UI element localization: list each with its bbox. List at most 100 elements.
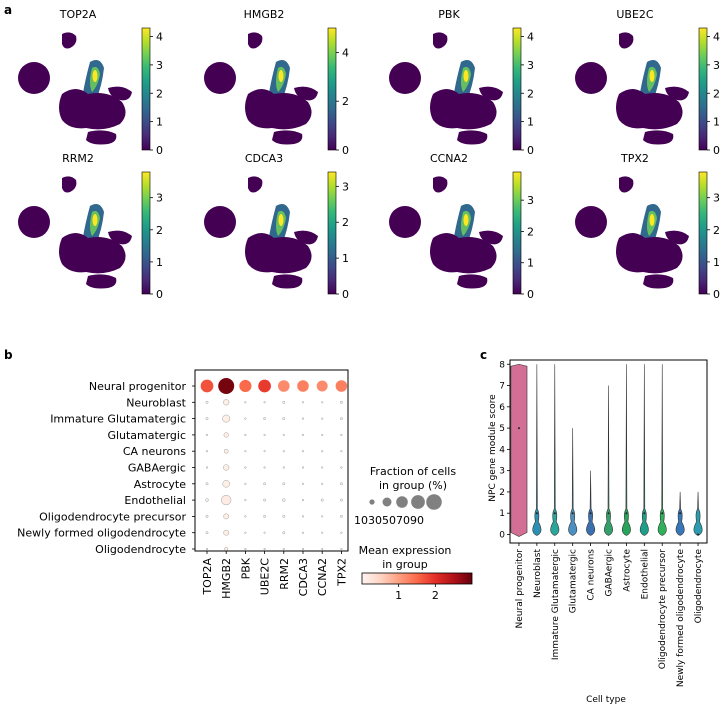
dot-immature-glutamatergic-cdca3 [301,417,305,420]
dot-oligodendrocyte-tpx2 [340,547,343,551]
colorbar-tick-label: 3 [713,192,720,205]
dotplot-col-label: HMGB2 [220,558,233,599]
dot-ca-neurons-ccna2 [321,450,324,453]
dot-oligodendrocyte-precursor-rrm2 [282,515,286,518]
violin-xtick-label: Immature Glutamatergic [551,549,561,660]
dot-glutamatergic-tpx2 [340,433,343,436]
colorbar-tick-label: 2 [527,87,534,100]
dot-endothelial-ube2c [263,498,266,502]
dot-oligodendrocyte-cdca3 [301,547,305,551]
umap-title-rrm2: RRM2 [62,152,94,165]
colorbar-tick-label: 3 [342,180,349,193]
umap-cluster [433,176,448,193]
dotplot-row-label: Newly formed oligodendrocyte [17,527,186,540]
colorbar-tick-label: 2 [527,225,534,238]
color-legend-tick-label: 1 [395,589,402,602]
dot-astrocyte-cdca3 [301,482,305,485]
dotplot-color-legend: Mean expression in group 1 2 [359,544,473,602]
violin-median [535,512,538,515]
dot-glutamatergic-rrm2 [282,433,285,436]
size-legend-dot-70 [411,495,425,509]
colorbar-tick-label: 1 [713,116,720,129]
dot-neuroblast-pbk [244,401,247,404]
umap-cluster [616,233,683,274]
dot-immature-glutamatergic-pbk [244,417,247,420]
dot-neural-progenitor-top2a [200,379,214,393]
dotplot-col-label: PBK [239,557,252,579]
size-legend-dot-90 [426,494,442,510]
dot-endothelial-cdca3 [301,499,305,502]
colorbar-tick-label: 1 [156,256,163,269]
dot-glutamatergic-ube2c [263,433,266,436]
dot-astrocyte-ube2c [263,482,266,486]
dot-astrocyte-hmgb2 [222,480,230,488]
umap-title-top2a: TOP2A [59,8,97,21]
colorbar-tick-label: 0 [527,144,534,157]
colorbar-tick-label: 1 [713,256,720,269]
size-legend-title-1: Fraction of cells [370,465,456,478]
umap-cluster [616,89,683,130]
umap-cluster [272,130,303,145]
violin-median [625,512,628,515]
violin-ytick-label: 7 [499,382,505,392]
violin-xtick-label: Glutamatergic [569,549,579,613]
dotplot: Neural progenitor Neuroblast Immature Glut… [17,369,349,599]
umap-hotspot [649,214,655,226]
violin-median [643,512,646,515]
size-legend-title-2: in group (%) [379,479,447,492]
dot-neuroblast-hmgb2 [223,399,230,406]
umap-cluster [18,62,50,94]
umap-hotspot [92,70,98,82]
violin-xtick-label: Oligodendrocyte precursor [658,549,668,669]
colorbar-tick-label: 0 [713,288,720,301]
umap-cluster [430,89,497,130]
dot-endothelial-rrm2 [282,498,286,502]
umap-panel-cdca3: CDCA3 0 1 2 3 [204,152,349,301]
umap-cluster [665,230,689,245]
colorbar-tick-label: 3 [527,194,534,207]
violin-ytick-label: 4 [499,445,505,455]
dot-endothelial-tpx2 [340,498,343,502]
dot-oligodendrocyte-rrm2 [282,547,285,551]
umap-title-pbk: PBK [438,8,460,21]
mean-expression-colorbar [361,572,473,585]
violin-xtick-label: Neuroblast [533,549,543,598]
umap-title-ccna2: CCNA2 [430,152,468,165]
colorbar-tick-label: 0 [156,288,163,301]
dot-neural-progenitor-hmgb2 [218,378,235,394]
colorbar-tick-label: 0 [527,288,534,301]
violin-gabaergic [604,385,613,536]
umap-cluster [643,274,674,289]
colorbar-tick-label: 0 [342,288,349,301]
dot-gabaergic-pbk [244,466,247,469]
dotplot-row-label: Immature Glutamatergic [50,413,186,426]
dot-neural-progenitor-rrm2 [278,380,290,392]
dotplot-row-label: Oligodendrocyte [95,543,186,556]
dotplot-col-label: TOP2A [201,558,214,596]
umap-panel-tpx2: TPX2 0 1 2 3 [575,152,720,301]
dot-oligodendrocyte-ccna2 [321,547,324,551]
umap-cluster [619,32,634,49]
dot-ca-neurons-pbk [244,450,247,453]
violin-xtick-label: CA neurons [587,549,597,601]
colorbar-tick-label: 2 [713,87,720,100]
umap-cluster [245,89,312,130]
dotplot-row-label: Oligodendrocyte precursor [39,510,186,523]
umap-cluster [619,176,634,193]
umap-panel-pbk: PBK 0 1 2 3 4 [389,8,534,157]
size-legend-dot-10 [369,499,375,505]
dot-neural-progenitor-cdca3 [297,380,309,392]
dotplot-row-label: Astrocyte [134,478,186,491]
dotplot-row-label: CA neurons [123,445,186,458]
dot-astrocyte-rrm2 [282,482,286,486]
dot-immature-glutamatergic-top2a [205,417,209,420]
dot-glutamatergic-top2a [205,433,209,436]
umap-cluster [248,32,263,49]
umap-cluster [272,274,303,289]
violin-immature-glutamatergic [550,364,560,536]
dot-gabaergic-ccna2 [321,466,324,469]
colorbar-tick-label: 2 [342,216,349,229]
umap-panel-hmgb2: HMGB2 0 2 4 [204,8,349,157]
dot-oligodendrocyte-pbk [244,547,247,551]
